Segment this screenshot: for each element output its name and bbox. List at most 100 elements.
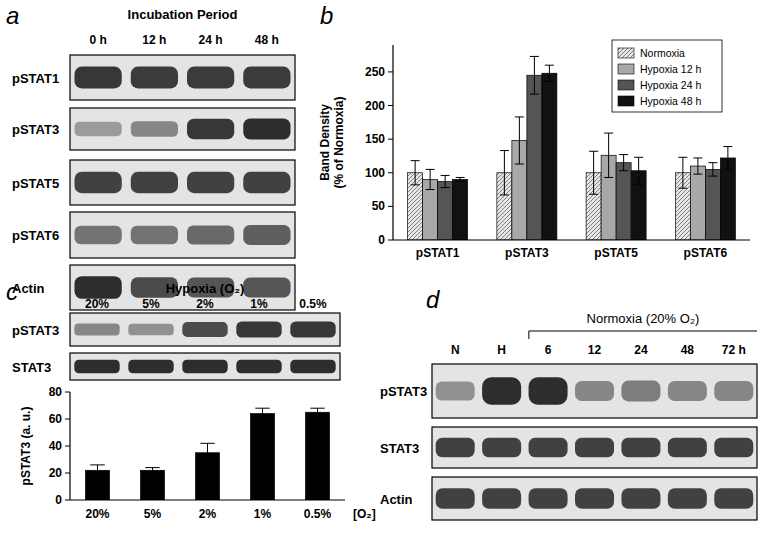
lane-label: 6 — [545, 343, 552, 357]
error-bar — [310, 408, 324, 416]
y-tick-label: 80 — [49, 385, 63, 399]
x-axis — [393, 239, 750, 240]
legend-label: Hypoxia 48 h — [640, 95, 701, 107]
y-tick-label: 250 — [365, 65, 385, 79]
band — [668, 438, 707, 457]
y-tick-label: 20 — [49, 466, 63, 480]
x-tick-label: 0.5% — [304, 507, 332, 521]
error-bar — [634, 157, 643, 184]
band — [668, 488, 707, 508]
panel-letter: b — [320, 2, 333, 29]
band — [575, 438, 614, 457]
y-tick — [65, 392, 70, 393]
row-label: STAT3 — [380, 441, 419, 456]
blot-frame — [70, 212, 295, 258]
band — [187, 225, 234, 244]
y-axis — [392, 45, 393, 240]
error-bar — [411, 161, 420, 185]
x-tick-label: 1% — [254, 507, 272, 521]
figure: abcdIncubation Period0 h12 h24 h48 hpSTA… — [0, 0, 769, 542]
band — [75, 122, 122, 136]
bracket — [529, 331, 757, 339]
blot-frame — [70, 353, 340, 380]
bar — [542, 73, 557, 240]
lane-label: 2% — [196, 297, 214, 311]
row-label: STAT3 — [12, 360, 51, 375]
legend-swatch — [618, 64, 634, 74]
error-bar — [723, 147, 732, 170]
x-tick-label: pSTAT6 — [684, 246, 728, 260]
band — [131, 67, 178, 89]
y-tick — [388, 105, 393, 106]
band — [529, 488, 568, 508]
bar — [616, 163, 631, 240]
y-tick-label: 60 — [49, 412, 63, 426]
band — [75, 226, 122, 244]
y-tick — [65, 446, 70, 447]
band — [75, 172, 122, 193]
legend-label: Hypoxia 24 h — [640, 79, 701, 91]
lane-label: 1% — [250, 297, 268, 311]
lane-label: 48 h — [255, 33, 279, 47]
band — [714, 488, 753, 508]
x-tick-label: pSTAT5 — [594, 246, 638, 260]
y-tick-label: 150 — [365, 132, 385, 146]
error-bar — [441, 175, 450, 187]
band — [74, 323, 119, 335]
band — [128, 360, 173, 374]
blot-frame — [70, 55, 295, 100]
lane-label: 12 — [588, 343, 602, 357]
y-tick — [388, 139, 393, 140]
x-tick-label: pSTAT3 — [505, 246, 549, 260]
band — [482, 377, 521, 404]
y-tick — [388, 206, 393, 207]
row-label: pSTAT6 — [12, 228, 59, 243]
blot-title: Hypoxia (O₂) — [166, 281, 245, 296]
bar — [705, 169, 720, 240]
lane-label: 0.5% — [299, 297, 327, 311]
band — [243, 277, 290, 297]
lane-label: 20% — [85, 297, 109, 311]
error-bar — [530, 56, 539, 94]
bar — [438, 182, 453, 241]
x-tick-label: 2% — [199, 507, 217, 521]
blot-frame — [432, 427, 757, 468]
row-label: Actin — [12, 281, 45, 296]
error-bar — [255, 408, 269, 419]
bar — [690, 166, 705, 240]
band — [182, 360, 227, 374]
error-bar — [693, 158, 702, 174]
row-label: pSTAT3 — [380, 384, 427, 399]
x-tick-label: pSTAT1 — [416, 246, 460, 260]
band — [243, 118, 290, 139]
x-axis-label: [O₂] — [353, 507, 376, 521]
y-tick — [388, 172, 393, 173]
band — [668, 381, 707, 401]
marks — [408, 56, 736, 240]
y-tick-label: 40 — [49, 439, 63, 453]
band — [187, 172, 234, 193]
lane-label: 72 h — [722, 343, 746, 357]
y-tick — [65, 500, 70, 501]
band — [575, 488, 614, 508]
band — [529, 377, 568, 404]
lane-label: 24 — [634, 343, 648, 357]
band — [714, 438, 753, 457]
blot-title: Incubation Period — [128, 7, 238, 22]
error-bar — [604, 133, 613, 177]
panel-letter: d — [426, 286, 440, 313]
error-bar — [426, 169, 435, 189]
row-label: pSTAT3 — [12, 122, 59, 137]
band — [529, 438, 568, 457]
band — [436, 488, 475, 508]
error-bar — [589, 151, 598, 194]
error-bar — [619, 155, 628, 171]
blot-frame — [70, 160, 295, 205]
bar — [720, 158, 735, 240]
blot-frame — [70, 313, 340, 346]
band — [131, 172, 178, 193]
x-tick-label: 20% — [85, 507, 109, 521]
x-tick-label: 5% — [144, 507, 162, 521]
row-label: pSTAT3 — [12, 323, 59, 338]
blot-frame — [432, 477, 757, 520]
